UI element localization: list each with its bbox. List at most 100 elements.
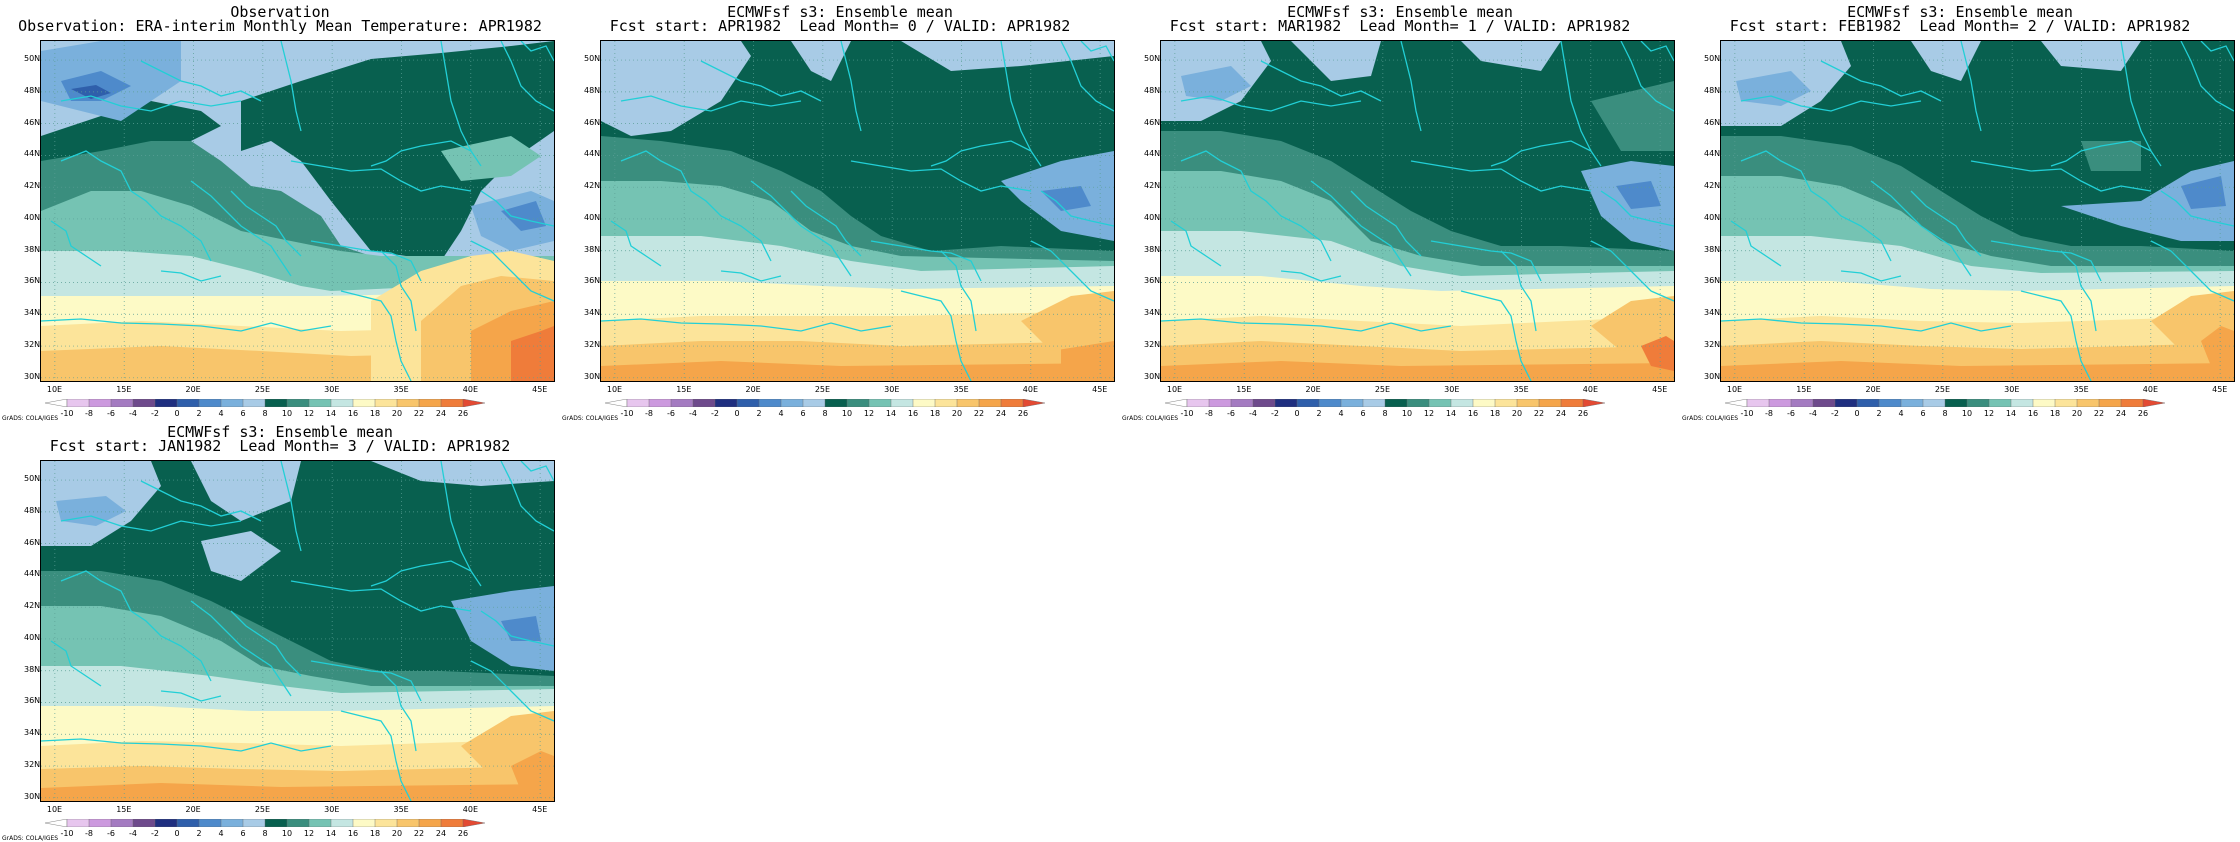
lon-tick-label: 45E (532, 805, 548, 814)
lat-tick-label: 46N (1704, 117, 1721, 127)
coastline (1960, 41, 1982, 132)
colorbar-swatch (45, 819, 68, 827)
colorbar-swatch (956, 399, 980, 407)
colorbar-swatch (220, 819, 244, 827)
lon-tick-label: 40E (1582, 385, 1599, 394)
colorbar-swatch (1582, 399, 1605, 407)
coastline (60, 515, 242, 532)
colorbar-label: 0 (734, 409, 740, 418)
colorbar-label: -4 (1809, 409, 1817, 418)
contour-band (2181, 176, 2226, 209)
lat-tick-label: 36N (584, 276, 601, 286)
colorbar-swatch (1922, 399, 1946, 407)
coastline (440, 41, 472, 152)
coastline (1161, 318, 1452, 332)
coastline (480, 610, 554, 647)
coastline (1400, 41, 1422, 132)
grads-credit: GrADS: COLA/IGES (1682, 415, 1739, 422)
lat-tick-label: 46N (24, 117, 41, 127)
contour-band (2201, 326, 2234, 371)
colorbar-swatch (110, 399, 134, 407)
coastline (720, 270, 782, 282)
colorbar-label: 4 (218, 829, 224, 838)
lon-tick-label: 30E (324, 385, 340, 394)
coastline (1180, 150, 1332, 262)
coastline (2200, 41, 2234, 62)
colorbar-swatch (890, 399, 914, 407)
coastline (1620, 41, 1674, 112)
coastline (1460, 290, 1532, 381)
colorbar-label: 10 (1961, 409, 1973, 418)
colorbar-label: 8 (262, 829, 268, 838)
colorbar-swatch (374, 399, 398, 407)
colorbar-label: -2 (1831, 409, 1839, 418)
colorbar-label: -6 (1227, 409, 1235, 418)
colorbar-swatch (396, 819, 420, 827)
panel-subtitle: Fcst start: JAN1982 Lead Month= 3 / VALI… (49, 437, 511, 455)
colorbar-label: 20 (1511, 409, 1523, 418)
contour-band (41, 783, 554, 801)
colorbar (45, 819, 485, 827)
contour-band (2061, 161, 2234, 241)
lon-tick-label: 45E (2212, 385, 2228, 394)
colorbar-swatch (2120, 399, 2144, 407)
colorbar-swatch (462, 399, 485, 407)
colorbar-swatch (440, 819, 464, 827)
coastline (160, 690, 222, 702)
contour-band (371, 461, 554, 486)
lat-tick-label: 42N (584, 181, 601, 191)
colorbar-swatch (154, 399, 178, 407)
lon-tick-label: 10E (1726, 385, 1743, 394)
colorbar-label: 14 (2005, 409, 2017, 418)
contour-band (2041, 41, 2141, 71)
lon-tick-label: 15E (116, 805, 132, 814)
contour-band (601, 361, 1114, 381)
colorbar-label: 26 (2137, 409, 2149, 418)
colorbar-swatch (2076, 399, 2100, 407)
colorbar-swatch (374, 819, 398, 827)
map-panel: ECMWFsf s3: Ensemble mean Fcst start: JAN… (0, 420, 560, 842)
coastline (41, 318, 332, 332)
colorbar-label: 6 (240, 829, 246, 838)
lon-tick-label: 20E (745, 385, 761, 394)
colorbar-swatch (1560, 399, 1584, 407)
colorbar (45, 399, 485, 407)
colorbar-label: 22 (973, 409, 985, 418)
colorbar-swatch (308, 819, 332, 827)
coastline (601, 318, 892, 332)
coastline (60, 570, 212, 682)
colorbar-swatch (66, 819, 90, 827)
lon-tick-label: 45E (1652, 385, 1668, 394)
lat-tick-label: 46N (1144, 117, 1161, 127)
contour-band (191, 461, 301, 521)
coastline (1000, 41, 1032, 152)
lat-tick-label: 50N (24, 474, 41, 484)
coastline (2060, 250, 2097, 332)
lat-tick-label: 50N (1144, 54, 1161, 64)
colorbar-swatch (1725, 399, 1748, 407)
colorbar-swatch (352, 399, 376, 407)
coastline (470, 240, 554, 302)
colorbar-label: 12 (1983, 409, 1995, 418)
colorbar-label: -10 (60, 409, 74, 418)
lat-tick-label: 42N (1704, 181, 1721, 191)
contour-band (1641, 336, 1674, 371)
coastline (2020, 290, 2092, 381)
panel-subtitle: Fcst start: APR1982 Lead Month= 0 / VALI… (609, 17, 1071, 35)
contour-band (1021, 291, 1114, 351)
coastline (1410, 160, 1592, 192)
colorbar-label: -10 (60, 829, 74, 838)
colorbar-swatch (1318, 399, 1342, 407)
grads-credit: GrADS: COLA/IGES (1122, 415, 1179, 422)
colorbar-swatch (1966, 399, 1990, 407)
colorbar-label: -6 (107, 409, 115, 418)
lon-tick-label: 35E (393, 385, 409, 394)
lat-tick-label: 48N (24, 505, 41, 515)
coastline (230, 190, 302, 257)
colorbar-label: -8 (85, 829, 93, 838)
colorbar-swatch (220, 399, 244, 407)
temperature-contour-map (1721, 41, 2234, 381)
colorbar-swatch (2010, 399, 2034, 407)
map-panel: ECMWFsf s3: Ensemble mean Fcst start: APR… (560, 0, 1120, 422)
lat-tick-label: 38N (24, 664, 41, 674)
